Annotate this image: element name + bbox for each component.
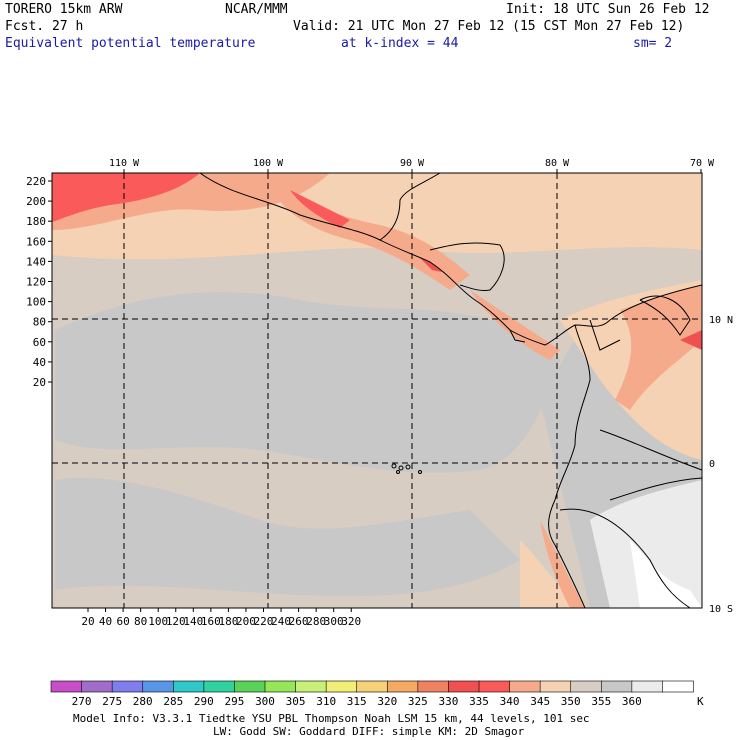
- colorbar-label: 330: [438, 695, 459, 708]
- colorbar-swatch: [172, 680, 205, 693]
- physics-info: LW: Godd SW: Goddard DIFF: simple KM: 2D…: [213, 725, 525, 738]
- lat-labels: 10 N 0 10 S: [709, 315, 733, 615]
- colorbar-swatch: [264, 680, 297, 693]
- colorbar-swatch: [142, 680, 175, 693]
- lat-label: 0: [709, 459, 715, 470]
- colorbar-swatch: [81, 680, 113, 693]
- colorbar-swatch: [356, 680, 389, 693]
- colorbar-label: 295: [224, 695, 245, 708]
- colorbar-swatch: [448, 680, 480, 693]
- lon-label: 70 W: [690, 158, 715, 169]
- x-tick-label: 60: [116, 615, 129, 628]
- lon-label: 110 W: [109, 158, 140, 169]
- x-tick-label: 200: [236, 615, 256, 628]
- coastlines: [199, 173, 702, 608]
- x-tick-label: 260: [289, 615, 309, 628]
- x-tick-label: 40: [99, 615, 112, 628]
- x-tick-label: 100: [148, 615, 168, 628]
- x-tick-label: 220: [254, 615, 274, 628]
- theta-e-field: [52, 173, 702, 608]
- y-tick-label: 200: [26, 195, 46, 208]
- x-tick-label: 120: [166, 615, 186, 628]
- colorbar-label: 360: [621, 695, 642, 708]
- y-tick-label: 140: [26, 255, 46, 268]
- colorbar-label: 305: [285, 695, 306, 708]
- colorbar-label: 320: [377, 695, 398, 708]
- colorbar-swatch: [509, 680, 541, 693]
- colorbar-swatch: [386, 680, 419, 693]
- colorbar-label: 290: [193, 695, 214, 708]
- colorbar-swatch: [417, 680, 450, 693]
- y-tick-label: 160: [26, 235, 46, 248]
- y-tick-label: 40: [33, 356, 46, 369]
- y-tick-label: 60: [33, 336, 46, 349]
- colorbar-label: 270: [71, 695, 92, 708]
- plot-frame: [51, 172, 703, 609]
- lat-lon-grid: [52, 173, 702, 608]
- init-time: Init: 18 UTC Sun 26 Feb 12: [506, 2, 710, 17]
- colorbar-swatch: [325, 680, 358, 693]
- colorbar-unit: K: [697, 695, 704, 708]
- lon-labels: 110 W 100 W 90 W 80 W 70 W: [109, 158, 715, 169]
- colorbar-label: 280: [132, 695, 153, 708]
- lon-label: 100 W: [253, 158, 284, 169]
- y-tick-label: 80: [33, 316, 46, 329]
- x-tick-label: 180: [218, 615, 238, 628]
- y-tick-label: 220: [26, 175, 46, 188]
- colorbar: [50, 680, 694, 693]
- y-tick-label: 120: [26, 276, 46, 289]
- colorbar-label: 355: [591, 695, 612, 708]
- colorbar-swatch: [111, 680, 144, 693]
- y-tick-label: 100: [26, 296, 46, 309]
- x-tick-label: 320: [341, 615, 361, 628]
- colorbar-swatch: [234, 680, 266, 693]
- lon-label: 80 W: [545, 158, 570, 169]
- forecast-hour: Fcst. 27 h: [5, 19, 84, 34]
- colorbar-swatch: [570, 680, 603, 693]
- model-title: TORERO 15km ARW: [5, 2, 123, 17]
- colorbar-swatch: [662, 680, 694, 693]
- colorbar-label: 275: [102, 695, 123, 708]
- colorbar-label: 325: [407, 695, 428, 708]
- colorbar-swatch: [295, 680, 327, 693]
- lat-label: 10 N: [709, 315, 733, 326]
- colorbar-swatch: [50, 680, 83, 693]
- valid-time: Valid: 21 UTC Mon 27 Feb 12 (15 CST Mon …: [293, 19, 685, 34]
- x-tick-label: 240: [271, 615, 291, 628]
- colorbar-label: 345: [530, 695, 551, 708]
- colorbar-swatch: [203, 680, 236, 693]
- x-tick-label: 280: [306, 615, 326, 628]
- lon-label: 90 W: [400, 158, 425, 169]
- colorbar-swatch: [600, 680, 633, 693]
- y-tick-label: 180: [26, 215, 46, 228]
- level-label: at k-index = 44: [341, 36, 459, 51]
- model-info: Model Info: V3.3.1 Tiedtke YSU PBL Thomp…: [73, 712, 590, 725]
- x-tick-label: 140: [183, 615, 203, 628]
- lon-ticks: [123, 169, 702, 173]
- smoothing-label: sm= 2: [633, 36, 673, 51]
- colorbar-label: 285: [163, 695, 184, 708]
- x-tick-label: 160: [201, 615, 221, 628]
- x-tick-labels: 20 40 60 80 10012014016018020022024026028030…: [81, 608, 361, 628]
- colorbar-swatch: [539, 680, 572, 693]
- org-label: NCAR/MMM: [225, 2, 288, 17]
- colorbar-label: 335: [469, 695, 489, 708]
- colorbar-label: 350: [560, 695, 581, 708]
- x-tick-label: 20: [81, 615, 94, 628]
- lat-label: 10 S: [709, 604, 733, 615]
- colorbar-label: 310: [316, 695, 337, 708]
- colorbar-label: 315: [346, 695, 367, 708]
- colorbar-label: 300: [255, 695, 275, 708]
- colorbar-label: 340: [499, 695, 520, 708]
- y-tick-labels: 220 200 180 160 140 120 100 80 60 40 20: [26, 175, 52, 389]
- colorbar-swatch: [631, 680, 664, 693]
- y-tick-label: 20: [33, 376, 46, 389]
- x-tick-label: 80: [134, 615, 147, 628]
- colorbar-swatch: [478, 680, 511, 693]
- field-name: Equivalent potential temperature: [5, 36, 256, 51]
- x-tick-label: 300: [324, 615, 344, 628]
